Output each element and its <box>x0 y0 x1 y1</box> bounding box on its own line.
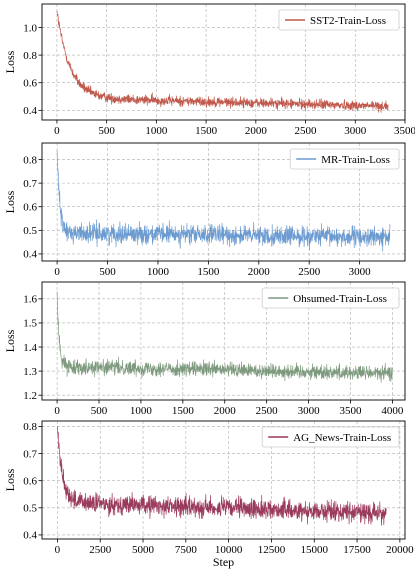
y-tick-label: 0.7 <box>23 178 37 190</box>
y-tick-label: 0.6 <box>23 475 37 487</box>
x-tick-label: 2000 <box>248 266 271 278</box>
legend-box <box>289 148 400 170</box>
plot-frame <box>41 420 406 540</box>
series-line <box>56 291 393 383</box>
x-tick-label: 3500 <box>340 405 363 417</box>
chart-panel-4: 0 2500 5000 7500 10000 12500 15000 17500 20000 0.… <box>3 420 414 569</box>
y-tick-label: 0.4 <box>23 530 37 542</box>
legend-box <box>278 9 400 31</box>
x-tick-label: 1500 <box>172 405 195 417</box>
legend: MR-Train-Loss <box>289 148 400 170</box>
y-tick-label: 0.8 <box>23 154 37 166</box>
x-tick-label: 500 <box>98 125 115 137</box>
y-axis-label: Loss <box>3 190 17 213</box>
y-tick-label: 1.3 <box>23 366 37 378</box>
x-tick-label: 3000 <box>349 266 372 278</box>
legend-label: MR-Train-Loss <box>321 154 390 166</box>
x-tick-label: 2000 <box>245 125 268 137</box>
chart-panel-3: 0 500 1000 1500 2000 2500 3000 3500 4000 1.2 1.3 1.… <box>3 281 406 417</box>
x-tick-label: 1000 <box>145 125 168 137</box>
chart-panel-1: 0 500 1000 1500 2000 2500 3000 3500 0.4 0.6 0.8 1.0… <box>3 3 415 137</box>
x-tick-label: 500 <box>99 266 116 278</box>
x-tick-label: 20000 <box>386 544 414 556</box>
y-tick-label: 1.4 <box>23 342 37 354</box>
legend-label: SST2-Train-Loss <box>310 15 386 27</box>
y-tick-label: 0.8 <box>23 50 37 62</box>
x-tick-label: 3500 <box>394 125 415 137</box>
legend: AG_News-Train-Loss <box>261 426 400 448</box>
y-axis-label: Loss <box>3 468 17 491</box>
legend-box <box>261 426 400 448</box>
y-tick-label: 0.7 <box>23 448 37 460</box>
y-tick-label: 0.5 <box>23 503 37 515</box>
y-tick-label: 0.5 <box>23 225 37 237</box>
x-tick-label: 0 <box>54 125 60 137</box>
y-axis-label: Loss <box>3 50 17 73</box>
x-tick-label: 12500 <box>258 544 286 556</box>
y-tick-label: 0.6 <box>23 202 37 214</box>
x-tick-label: 1500 <box>197 266 220 278</box>
legend: SST2-Train-Loss <box>278 9 400 31</box>
x-tick-label: 0 <box>54 405 60 417</box>
x-tick-label: 2500 <box>89 544 112 556</box>
legend-label: AG_News-Train-Loss <box>293 432 391 444</box>
chart-panel-2: 0 500 1000 1500 2000 2500 3000 0.4 0.5 0.6 0.7 0.8 L… <box>3 142 406 278</box>
x-tick-label: 10000 <box>215 544 243 556</box>
x-tick-label: 2500 <box>256 405 279 417</box>
legend: Ohsumed-Train-Loss <box>261 287 400 309</box>
x-tick-label: 0 <box>55 544 61 556</box>
x-tick-label: 0 <box>54 266 60 278</box>
x-tick-label: 2500 <box>295 125 318 137</box>
plot-frame <box>41 281 406 401</box>
x-tick-label: 17500 <box>343 544 371 556</box>
y-tick-label: 0.8 <box>23 421 37 433</box>
legend-label: Ohsumed-Train-Loss <box>293 293 387 305</box>
x-tick-label: 5000 <box>132 544 155 556</box>
x-tick-label: 500 <box>91 405 108 417</box>
plot-frame <box>41 142 406 262</box>
x-tick-label: 1000 <box>147 266 170 278</box>
legend-box <box>261 287 400 309</box>
x-axis-label: Step <box>213 555 234 569</box>
x-tick-label: 3000 <box>298 405 321 417</box>
series-line <box>57 426 387 526</box>
x-tick-label: 1500 <box>195 125 218 137</box>
series-line <box>56 10 389 113</box>
y-tick-label: 1.0 <box>23 22 37 34</box>
x-tick-label: 2500 <box>298 266 321 278</box>
y-tick-label: 0.6 <box>23 78 37 90</box>
x-tick-label: 3000 <box>344 125 367 137</box>
x-tick-label: 7500 <box>175 544 198 556</box>
y-tick-label: 1.5 <box>23 318 37 330</box>
y-axis-label: Loss <box>3 329 17 352</box>
y-tick-label: 0.4 <box>23 105 37 117</box>
x-tick-label: 2000 <box>214 405 237 417</box>
series-line <box>56 150 391 252</box>
y-tick-label: 0.4 <box>23 249 37 261</box>
plot-frame <box>41 3 406 121</box>
x-tick-label: 15000 <box>301 544 329 556</box>
x-tick-label: 4000 <box>381 405 404 417</box>
y-tick-label: 1.6 <box>23 294 37 306</box>
x-tick-label: 1000 <box>130 405 153 417</box>
y-tick-label: 1.2 <box>23 390 37 402</box>
